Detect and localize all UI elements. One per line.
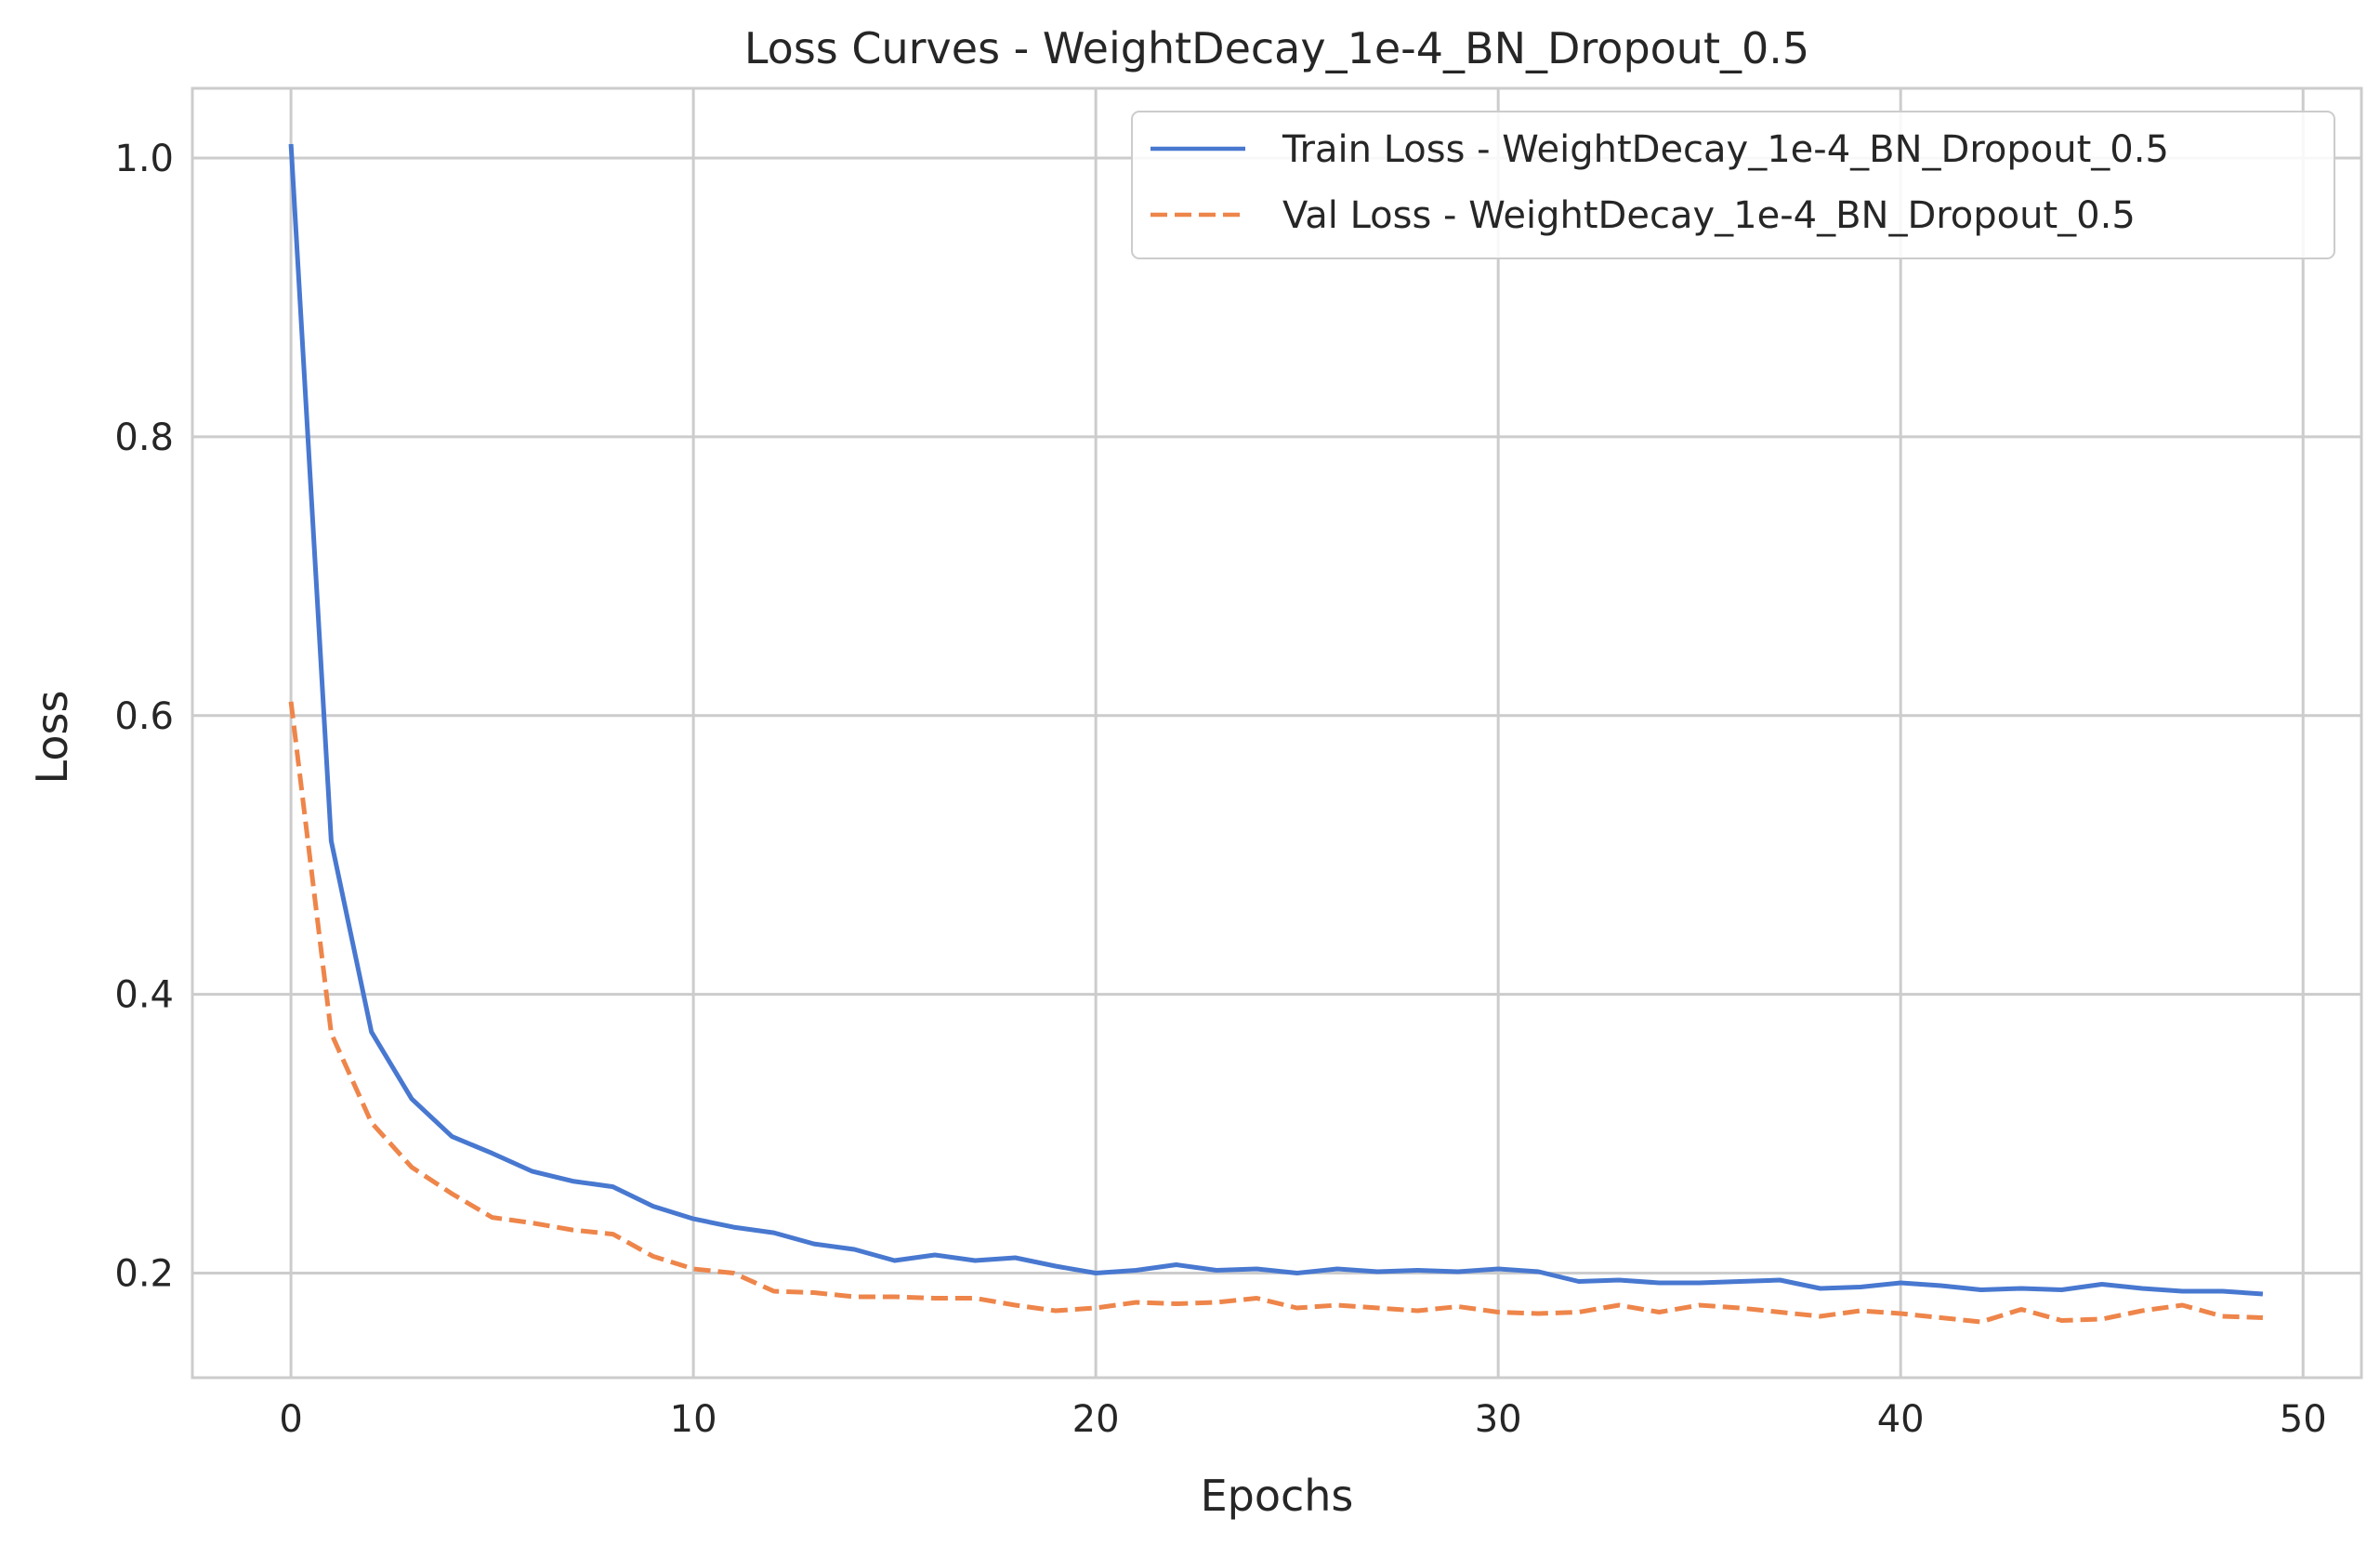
- y-tick-label: 0.4: [114, 974, 174, 1017]
- plot-frame: [191, 86, 2363, 1380]
- x-tick-label: 20: [1072, 1398, 1120, 1441]
- tick-labels: 0 10 20 30 40 50 0.2 0.4 0.6 0.8 1.0: [114, 138, 2326, 1441]
- chart-title: Loss Curves - WeightDecay_1e-4_BN_Dropou…: [744, 23, 1809, 73]
- x-tick-label: 50: [2280, 1398, 2327, 1441]
- y-tick-label: 0.6: [114, 695, 174, 738]
- series-layer: [288, 143, 2264, 1325]
- y-tick-label: 0.8: [114, 416, 174, 459]
- x-tick-label: 10: [670, 1398, 717, 1441]
- x-axis-label: Epochs: [1201, 1471, 1354, 1521]
- legend-train-label: Train Loss - WeightDecay_1e-4_BN_Dropout…: [1282, 128, 2169, 171]
- x-tick-label: 40: [1877, 1398, 1925, 1441]
- y-tick-label: 0.2: [114, 1253, 174, 1296]
- x-tick-label: 0: [279, 1398, 302, 1441]
- train-loss-line: [288, 143, 2264, 1297]
- legend-val-label: Val Loss - WeightDecay_1e-4_BN_Dropout_0…: [1282, 194, 2136, 237]
- x-tick-label: 30: [1475, 1398, 1522, 1441]
- y-tick-label: 1.0: [114, 138, 174, 180]
- legend-box: [1131, 111, 2335, 259]
- y-axis-label: Loss: [27, 691, 77, 785]
- legend: Train Loss - WeightDecay_1e-4_BN_Dropout…: [1131, 111, 2335, 259]
- val-loss-line: [288, 701, 2263, 1325]
